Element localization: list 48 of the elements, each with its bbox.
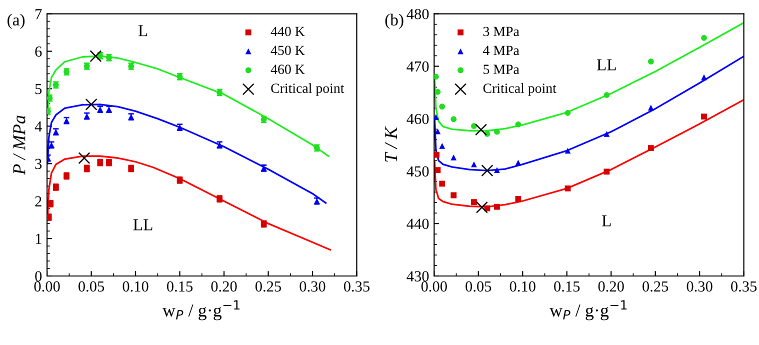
y-axis-title: T / K (385, 126, 398, 162)
legend-label: 460 K (270, 64, 305, 74)
x-tick-label: 0.15 (166, 281, 193, 292)
x-tick-label: 0.15 (554, 281, 580, 292)
y-tick-label: 440 (406, 218, 429, 230)
x-tick-label: 0.35 (344, 281, 370, 292)
legend-label: 4 MPa (483, 46, 520, 56)
text: (a) (8, 14, 25, 29)
y-tick-label: 6 (35, 46, 42, 57)
x-tick-label: 0.00 (34, 281, 60, 292)
x-tick-label: 0.35 (731, 281, 757, 292)
x-tick-label: 0.25 (642, 281, 668, 292)
x-tick-label: 0.10 (510, 281, 536, 292)
y-tick-label: 480 (406, 8, 429, 20)
x-tick-label: 0.00 (421, 281, 447, 292)
legend-label: 440 K (270, 26, 305, 36)
y-tick-label: 1 (36, 234, 42, 244)
x-tick-label: 0.30 (300, 281, 326, 292)
legend-label: 3 MPa (483, 26, 520, 36)
text: (b) (385, 14, 404, 29)
legend-label: Critical point (483, 83, 556, 96)
y-tick-label: 4 (34, 121, 42, 132)
y-axis-title: P / MPa (13, 116, 26, 175)
x-tick-label: 0.05 (466, 281, 492, 292)
x-tick-label: 0.10 (122, 281, 148, 292)
y-tick-label: 2 (35, 196, 42, 206)
y-tick-label: 460 (406, 114, 429, 124)
y-tick-label: 0 (35, 271, 42, 282)
y-tick-label: 470 (406, 61, 429, 72)
x-tick-label: 0.30 (686, 281, 712, 292)
annotation: LL (596, 59, 616, 70)
legend-label: 450 K (270, 46, 305, 56)
x-axis-title: w$_{P}$ / g·g$^{−1}$ (550, 300, 627, 320)
y-tick-label: 5 (35, 84, 42, 94)
annotation: L (602, 215, 611, 226)
y-tick-label: 450 (406, 166, 429, 177)
x-tick-label: 0.20 (598, 281, 624, 292)
x-tick-label: 0.05 (78, 281, 104, 292)
legend-label: 5 MPa (484, 64, 520, 74)
y-tick-label: 7 (36, 9, 42, 20)
annotation: LL (133, 219, 152, 230)
annotation: L (138, 25, 148, 36)
y-tick-label: 3 (35, 158, 42, 170)
x-tick-label: 0.20 (211, 281, 237, 292)
x-axis-title: w$_{P}$ / g·g$^{−1}$ (162, 300, 240, 320)
x-tick-label: 0.25 (255, 281, 282, 292)
y-tick-label: 430 (406, 271, 429, 282)
legend-label: Critical point (271, 83, 344, 96)
